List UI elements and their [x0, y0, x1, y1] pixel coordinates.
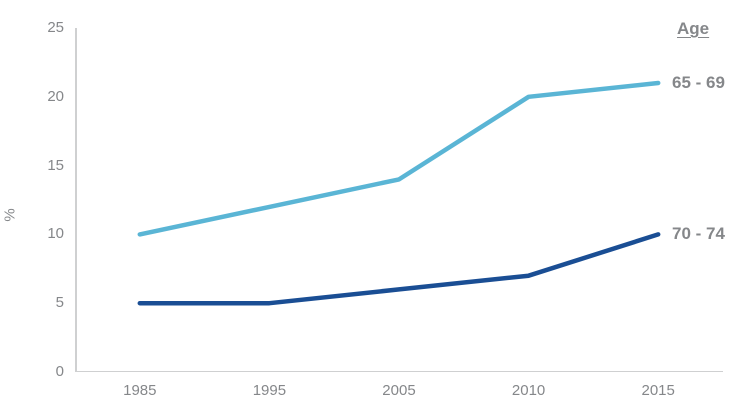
series-label-65-69: 65 - 69: [672, 73, 725, 92]
x-tick-label: 1985: [123, 382, 157, 399]
y-tick-label: 15: [47, 156, 64, 174]
y-tick-label: 25: [47, 19, 64, 36]
x-tick-label: 2010: [511, 382, 546, 399]
x-tick-label: 2005: [382, 382, 416, 399]
x-axis-line: [75, 370, 723, 372]
series-line-70-74: [137, 232, 661, 306]
x-axis-tick-labels: 1985 1995 2005 2010 2015: [75, 381, 723, 401]
y-axis-line: [75, 28, 77, 372]
series-label-70-74: 70 - 74: [672, 224, 725, 243]
series-line-65-69: [137, 80, 661, 237]
y-axis-tick-labels: 25 20 15 10 5 0: [0, 18, 64, 382]
y-tick-label: 20: [47, 87, 64, 105]
y-tick-label: 10: [47, 225, 64, 243]
legend-title: Age: [677, 19, 710, 38]
y-tick-label: 0: [55, 362, 64, 380]
y-tick-label: 5: [55, 294, 64, 312]
x-tick-label: 2015: [641, 382, 675, 399]
x-tick-label: 1995: [252, 382, 287, 399]
